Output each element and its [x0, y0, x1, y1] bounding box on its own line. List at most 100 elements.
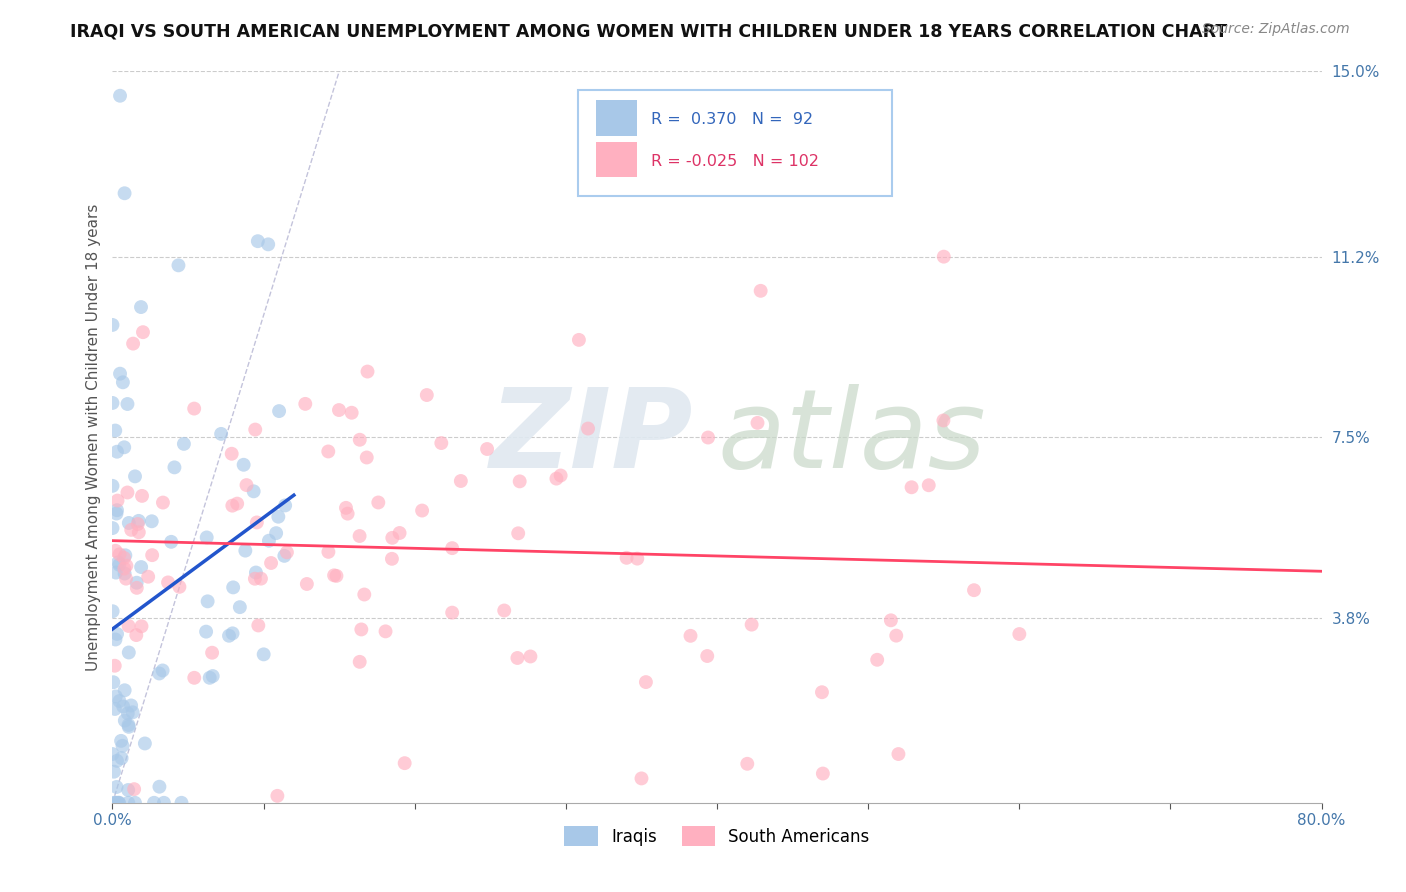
Point	[118, 645, 141, 659]
Point	[276, 545, 298, 559]
Point	[129, 560, 152, 574]
Point	[141, 548, 163, 562]
Point	[183, 671, 205, 685]
Point	[105, 503, 128, 517]
Point	[195, 624, 218, 639]
Point	[323, 568, 346, 582]
Point	[546, 472, 568, 486]
Point	[108, 796, 131, 810]
Text: Source: ZipAtlas.com: Source: ZipAtlas.com	[1202, 22, 1350, 37]
Point	[963, 583, 986, 598]
Point	[325, 569, 347, 583]
Point	[131, 619, 153, 633]
Point	[221, 499, 243, 513]
Point	[932, 413, 955, 427]
Point	[197, 594, 219, 608]
Point	[356, 365, 378, 379]
Point	[105, 444, 128, 458]
Point	[108, 88, 131, 103]
Point	[105, 780, 128, 794]
Point	[576, 421, 599, 435]
Point	[198, 671, 221, 685]
Point	[108, 547, 131, 561]
Point	[148, 780, 170, 794]
Point	[295, 577, 318, 591]
Text: atlas: atlas	[717, 384, 986, 491]
Point	[626, 551, 648, 566]
Point	[336, 507, 359, 521]
Point	[918, 478, 941, 492]
Point	[430, 436, 453, 450]
Point	[388, 526, 411, 541]
Point	[132, 325, 155, 339]
Text: IRAQI VS SOUTH AMERICAN UNEMPLOYMENT AMONG WOMEN WITH CHILDREN UNDER 18 YEARS CO: IRAQI VS SOUTH AMERICAN UNEMPLOYMENT AMO…	[70, 22, 1227, 40]
Point	[104, 658, 127, 673]
Point	[173, 437, 195, 451]
Point	[811, 766, 834, 780]
Point	[104, 424, 127, 438]
Point	[101, 521, 124, 535]
Point	[128, 525, 150, 540]
Point	[266, 789, 288, 803]
Point	[125, 581, 148, 595]
Point	[114, 714, 136, 728]
Point	[349, 655, 371, 669]
Point	[134, 736, 156, 750]
Point	[122, 782, 145, 797]
Point	[110, 734, 132, 748]
Point	[131, 489, 153, 503]
Point	[328, 403, 350, 417]
Point	[222, 581, 245, 595]
Point	[124, 796, 146, 810]
Point	[104, 796, 127, 810]
Point	[274, 499, 297, 513]
Point	[195, 531, 218, 545]
Point	[245, 423, 267, 437]
Point	[696, 648, 718, 663]
Point	[167, 258, 190, 272]
Point	[105, 796, 128, 810]
Point	[226, 497, 249, 511]
Point	[201, 669, 224, 683]
Point	[243, 572, 266, 586]
Point	[747, 416, 769, 430]
Point	[117, 397, 139, 411]
Point	[153, 796, 176, 810]
Point	[508, 526, 530, 541]
Point	[257, 237, 280, 252]
Text: R =  0.370   N =  92: R = 0.370 N = 92	[651, 112, 813, 128]
Point	[246, 234, 269, 248]
Point	[374, 624, 396, 639]
Point	[246, 516, 269, 530]
Text: R = -0.025   N = 102: R = -0.025 N = 102	[651, 153, 818, 169]
Point	[509, 475, 531, 489]
Point	[105, 627, 128, 641]
Point	[121, 706, 143, 720]
Point	[111, 376, 134, 390]
Point	[107, 556, 129, 570]
Point	[411, 503, 433, 517]
Point	[141, 514, 163, 528]
Point	[124, 469, 146, 483]
Point	[475, 442, 498, 456]
Point	[103, 796, 125, 810]
Point	[157, 575, 180, 590]
Point	[257, 533, 280, 548]
FancyBboxPatch shape	[578, 90, 893, 195]
Point	[568, 333, 591, 347]
Point	[101, 396, 124, 410]
Point	[103, 675, 125, 690]
Point	[129, 300, 152, 314]
Point	[112, 550, 135, 565]
Point	[127, 516, 149, 531]
Point	[880, 613, 903, 627]
Point	[394, 756, 416, 771]
Point	[235, 478, 257, 492]
Point	[335, 500, 357, 515]
Point	[160, 534, 183, 549]
Point	[111, 739, 134, 753]
Point	[242, 484, 264, 499]
Point	[416, 388, 439, 402]
Point	[122, 336, 145, 351]
Point	[104, 632, 127, 647]
